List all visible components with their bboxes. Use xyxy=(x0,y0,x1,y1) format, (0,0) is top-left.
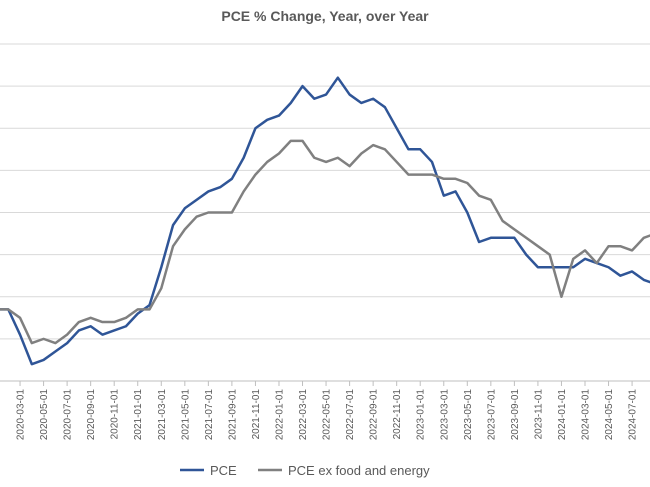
x-tick-label: 2021-05-01 xyxy=(180,389,191,441)
x-tick-label: 2020-07-01 xyxy=(63,389,74,441)
legend-label: PCE ex food and energy xyxy=(288,463,430,478)
x-tick-label: 2024-03-01 xyxy=(581,389,592,441)
x-tick-label: 2023-01-01 xyxy=(416,389,427,441)
x-tick-label: 2021-07-01 xyxy=(204,389,215,441)
x-tick-label: 2023-03-01 xyxy=(439,389,450,441)
series-line xyxy=(0,139,650,345)
series-line xyxy=(0,76,650,366)
x-tick-label: 2023-05-01 xyxy=(463,389,474,441)
legend-label: PCE xyxy=(210,463,237,478)
x-tick-label: 2021-11-01 xyxy=(251,389,262,440)
chart-title: PCE % Change, Year, over Year xyxy=(221,8,429,24)
x-tick-label: 2020-11-01 xyxy=(110,389,121,440)
x-tick-label: 2020-03-01 xyxy=(16,389,27,441)
x-tick-label: 2024-01-01 xyxy=(557,389,568,441)
x-tick-label: 2024-05-01 xyxy=(604,389,615,441)
x-tick-label: 2022-05-01 xyxy=(322,389,333,441)
x-tick-label: 2020-05-01 xyxy=(39,389,50,441)
x-tick-label: 2022-07-01 xyxy=(345,389,356,441)
x-tick-label: 2022-09-01 xyxy=(369,389,380,441)
x-tick-label: 2020-09-01 xyxy=(86,389,97,441)
x-tick-label: 2023-07-01 xyxy=(486,389,497,441)
x-tick-label: 2023-09-01 xyxy=(510,389,521,441)
x-tick-label: 2022-03-01 xyxy=(298,389,309,441)
x-tick-label: 2022-11-01 xyxy=(392,389,403,440)
x-tick-label: 2024-07-01 xyxy=(628,389,639,441)
x-tick-label: 2023-11-01 xyxy=(533,389,544,440)
x-tick-label: 2021-09-01 xyxy=(227,389,238,441)
x-tick-label: 2021-03-01 xyxy=(157,389,168,441)
x-tick-label: 2021-01-01 xyxy=(133,389,144,441)
x-tick-label: 2022-01-01 xyxy=(274,389,285,441)
